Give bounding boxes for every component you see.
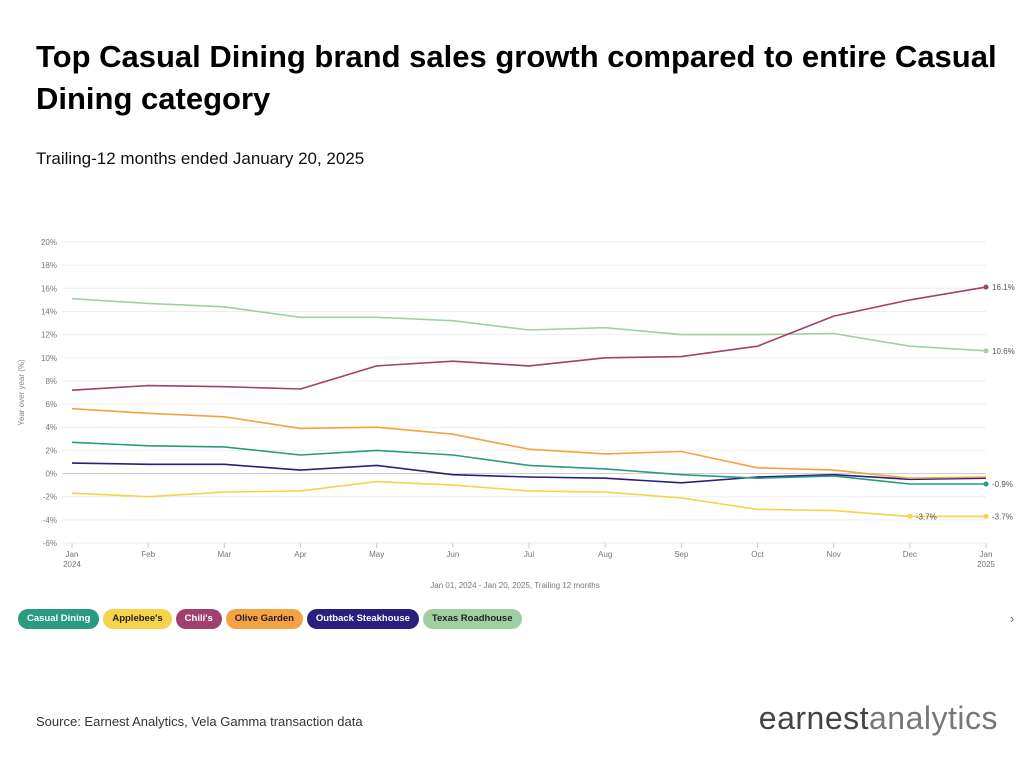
data-label: -0.9%	[992, 480, 1013, 489]
data-label: 16.1%	[992, 283, 1015, 292]
earnest-analytics-logo: earnestanalytics	[759, 700, 998, 737]
end-point	[983, 513, 989, 519]
x-tick-label: Feb	[141, 550, 155, 559]
x-tick-label: Oct	[751, 550, 764, 559]
legend-chip-outback-steakhouse[interactable]: Outback Steakhouse	[306, 609, 419, 629]
y-tick-label: 20%	[41, 238, 57, 247]
data-label: -3.7%	[916, 512, 937, 521]
chart-subtitle: Trailing-12 months ended January 20, 202…	[36, 149, 365, 168]
y-axis-title: Year over year (%)	[17, 359, 26, 426]
series-line-chili-s	[71, 286, 987, 391]
end-point	[983, 348, 989, 354]
x-tick-label: Jun	[446, 550, 459, 559]
legend-chip-texas-roadhouse[interactable]: Texas Roadhouse	[422, 609, 522, 629]
series-line-olive-garden	[71, 407, 987, 479]
y-tick-label: 6%	[45, 400, 57, 409]
x-tick-label: Mar	[217, 550, 231, 559]
y-tick-label: -2%	[43, 493, 57, 502]
series-line-applebee-s	[71, 480, 986, 518]
legend-chip-casual-dining[interactable]: Casual Dining	[18, 609, 100, 629]
x-tick-label: Aug	[598, 550, 612, 559]
logo-word-analytics: analytics	[869, 700, 998, 736]
x-tick-label: Jul	[524, 550, 534, 559]
y-tick-label: 14%	[41, 307, 57, 316]
x-axis-title: Jan 01, 2024 - Jan 20, 2025, Trailing 12…	[430, 581, 599, 590]
data-label: -3.7%	[992, 512, 1013, 521]
y-tick-label: 18%	[41, 261, 57, 270]
y-tick-label: 16%	[41, 284, 57, 293]
y-tick-label: 10%	[41, 354, 57, 363]
y-tick-label: 8%	[45, 377, 57, 386]
logo-word-earnest: earnest	[758, 700, 869, 736]
legend-chip-olive-garden[interactable]: Olive Garden	[225, 609, 303, 629]
x-tick-label: Nov	[827, 550, 841, 559]
y-tick-label: 2%	[45, 446, 57, 455]
x-tick-sublabel: 2025	[977, 560, 995, 569]
data-point	[907, 513, 913, 519]
x-tick-label: Jan	[66, 550, 79, 559]
y-tick-label: -6%	[43, 539, 57, 548]
series-line-casual-dining	[71, 441, 986, 485]
y-tick-label: 0%	[45, 470, 57, 479]
legend-chip-applebee-s[interactable]: Applebee's	[103, 609, 172, 629]
legend-next-arrow-icon[interactable]: ›	[1010, 611, 1015, 626]
source-note: Source: Earnest Analytics, Vela Gamma tr…	[36, 714, 363, 729]
x-tick-label: Jan	[980, 550, 993, 559]
y-tick-label: 12%	[41, 331, 57, 340]
line-chart: -6% -4% -2% 0% 2% 4% 6% 8% 10% 12% 14% 16% 18% 20% Yea…	[17, 238, 1015, 590]
legend-chip-chili-s[interactable]: Chili's	[175, 609, 222, 629]
x-tick-label: Apr	[294, 550, 307, 559]
legend: Casual Dining Applebee's Chili's Olive Gard…	[18, 609, 522, 629]
series-line-outback-steakhouse	[71, 462, 987, 484]
series-line-texas-roadhouse	[71, 297, 987, 352]
chart-title: Top Casual Dining brand sales growth com…	[36, 39, 997, 116]
x-tick-sublabel: 2024	[63, 560, 81, 569]
data-label: 10.6%	[992, 347, 1015, 356]
x-tick-label: Sep	[674, 550, 689, 559]
x-tick-label: Dec	[903, 550, 917, 559]
y-tick-label: 4%	[45, 423, 57, 432]
end-point	[983, 481, 989, 487]
x-tick-label: May	[369, 550, 384, 559]
end-point	[983, 284, 989, 290]
y-tick-label: -4%	[43, 516, 57, 525]
